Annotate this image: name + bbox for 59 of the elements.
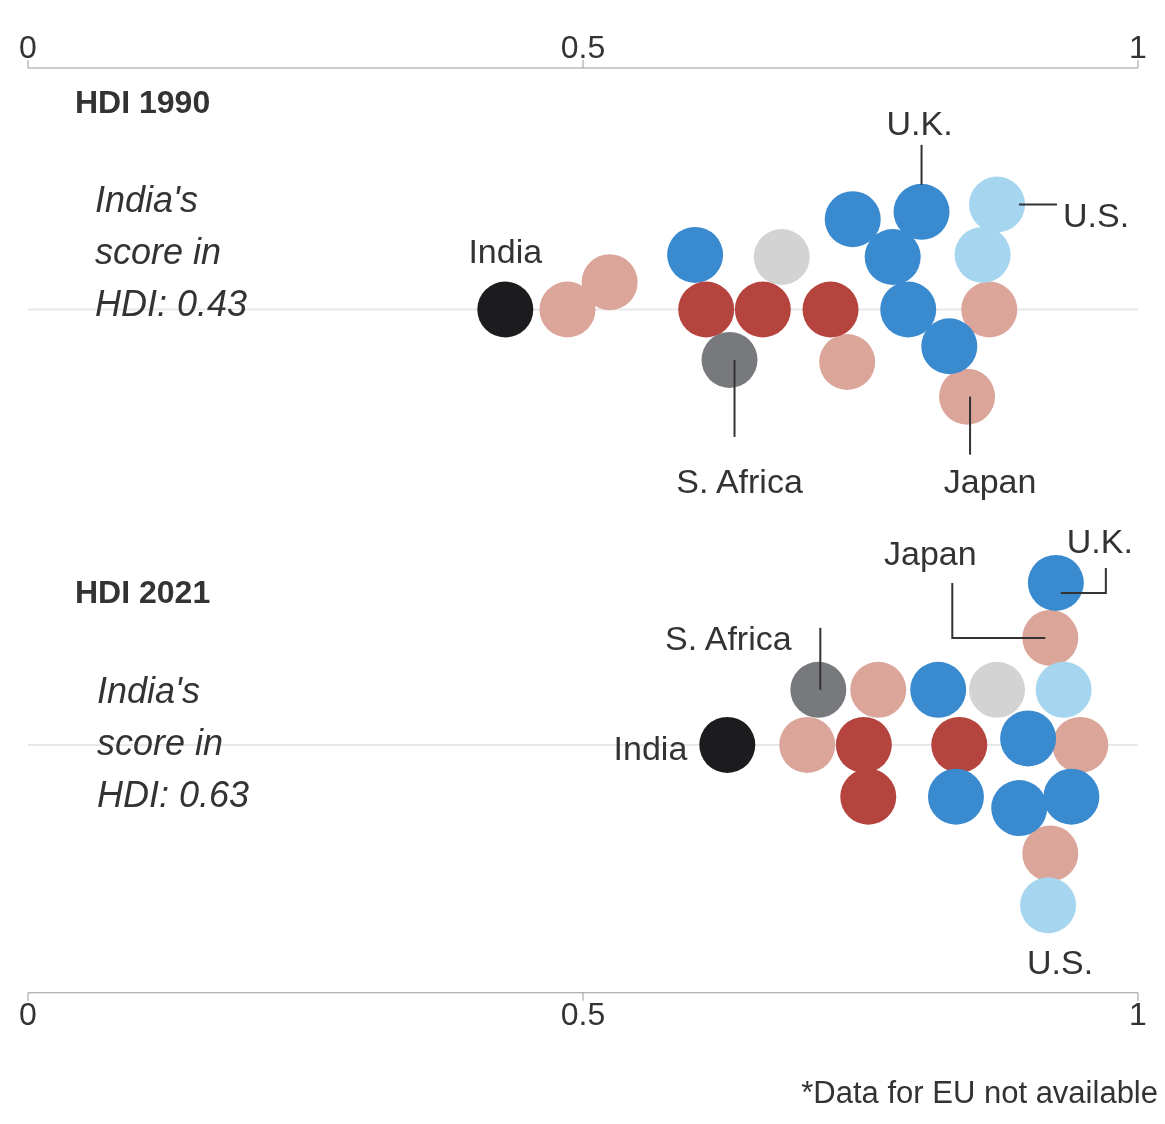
point (819, 334, 876, 390)
annotation: India (613, 728, 688, 767)
point (790, 661, 847, 718)
point (880, 281, 937, 338)
point (753, 229, 810, 285)
annotation: U.K. (886, 103, 953, 142)
point (864, 229, 921, 285)
point (581, 254, 638, 311)
point (802, 281, 859, 338)
x-tick-label: 1 (1129, 29, 1147, 65)
annotation: S. Africa (665, 618, 792, 657)
point (1027, 554, 1084, 611)
point (893, 183, 950, 240)
point (701, 331, 758, 388)
point (910, 661, 967, 718)
point (667, 226, 724, 283)
annotation: India (468, 231, 543, 270)
point (539, 281, 596, 338)
point (927, 768, 984, 825)
point (840, 768, 897, 825)
point (969, 176, 1026, 233)
point (1043, 768, 1100, 825)
point (991, 780, 1048, 837)
annotation: U.S. (1063, 195, 1130, 234)
x-tick-label: 0.5 (560, 996, 606, 1033)
x-tick-label: 0 (19, 29, 37, 65)
point (678, 281, 735, 338)
point (850, 661, 907, 718)
point (835, 716, 892, 773)
point (1035, 661, 1092, 718)
point (1052, 716, 1109, 773)
point (1000, 710, 1057, 767)
chart-title: HDI 2021 (75, 574, 211, 611)
point (1022, 825, 1079, 882)
annotation: Japan (884, 533, 977, 572)
x-tick-label: 1 (1129, 996, 1147, 1033)
annotation: Japan (943, 461, 1037, 500)
text: India's score in HDI: 0.63 (97, 669, 251, 817)
text: *Data for EU not available (801, 1074, 1158, 1111)
annotation: U.S. (1027, 943, 1094, 982)
point (921, 318, 978, 375)
x-tick-label: 0.5 (560, 29, 606, 65)
point (779, 716, 836, 773)
point (477, 281, 534, 338)
annotation: U.K. (1066, 521, 1133, 560)
point (1022, 609, 1079, 666)
point (1020, 877, 1077, 934)
point (699, 716, 756, 773)
point (954, 226, 1011, 283)
point (961, 281, 1018, 338)
point (824, 191, 881, 248)
text: India's score in HDI: 0.43 (95, 178, 249, 326)
annotation: S. Africa (676, 461, 803, 500)
point (734, 281, 791, 338)
point (939, 368, 996, 425)
point (931, 716, 988, 773)
point (969, 661, 1026, 718)
chart-title: HDI 1990 (75, 84, 211, 121)
x-tick-label: 0 (19, 996, 37, 1033)
